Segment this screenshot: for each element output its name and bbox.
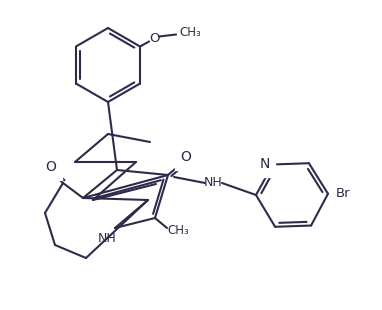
Text: O: O	[149, 32, 159, 45]
Text: Br: Br	[336, 187, 351, 200]
Text: N: N	[259, 157, 270, 171]
Text: O: O	[45, 160, 57, 174]
Text: O: O	[45, 160, 57, 174]
Text: O: O	[181, 150, 191, 164]
Text: CH₃: CH₃	[179, 26, 201, 39]
Text: NH: NH	[98, 232, 117, 245]
Text: NH: NH	[204, 176, 222, 189]
Text: CH₃: CH₃	[167, 224, 189, 237]
